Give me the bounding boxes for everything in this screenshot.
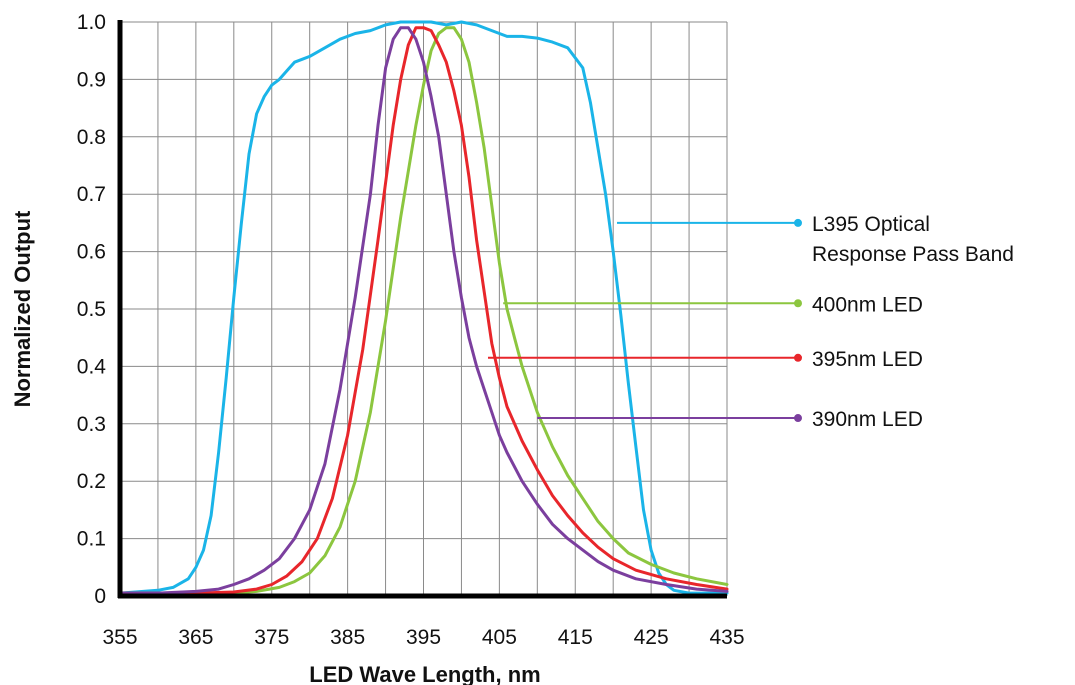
legend-label: 390nm LED (812, 408, 923, 431)
legend-marker (794, 218, 802, 227)
x-tick-label: 385 (330, 626, 365, 649)
series-line-2 (118, 26, 729, 595)
legend-label: Response Pass Band (812, 243, 1014, 266)
legend-marker (794, 414, 802, 423)
x-tick-label: 355 (102, 626, 137, 649)
y-tick-label: 1.0 (77, 11, 106, 34)
axes (117, 20, 727, 599)
x-tick-label: 405 (482, 626, 517, 649)
x-tick-label: 375 (254, 626, 289, 649)
y-tick-label: 0.1 (77, 528, 106, 551)
x-tick-label: 395 (406, 626, 441, 649)
legend-label: 400nm LED (812, 293, 923, 316)
y-tick-label: 0.3 (77, 413, 106, 436)
y-tick-label: 0.4 (77, 355, 107, 378)
series-line-0 (118, 20, 729, 595)
y-tick-label: 0 (94, 585, 106, 608)
series-line-3 (118, 26, 729, 595)
x-axis-title: LED Wave Length, nm (309, 662, 540, 685)
y-tick-label: 0.5 (77, 298, 106, 321)
x-tick-label: 415 (558, 626, 593, 649)
series-group (118, 20, 729, 595)
series-line-1 (118, 26, 729, 595)
y-tick-label: 0.9 (77, 68, 106, 91)
y-tick-label: 0.7 (77, 183, 106, 206)
legend-label: L395 Optical (812, 213, 930, 236)
legend-marker (794, 353, 802, 362)
legend-marker (794, 299, 802, 308)
tick-labels: 355 365 375 385 395 405 415 425 435 0 0.1 0.2 0.3 0.4… (77, 11, 745, 649)
legend-label: 395nm LED (812, 348, 923, 371)
y-tick-label: 0.8 (77, 126, 106, 149)
legend: L395 Optical Response Pass Band 400nm LED 3… (487, 213, 1014, 431)
y-tick-label: 0.2 (77, 470, 106, 493)
y-axis-title: Normalized Output (10, 210, 35, 407)
x-tick-label: 365 (178, 626, 213, 649)
x-tick-label: 435 (709, 626, 744, 649)
x-tick-label: 425 (634, 626, 669, 649)
y-tick-label: 0.6 (77, 241, 106, 264)
